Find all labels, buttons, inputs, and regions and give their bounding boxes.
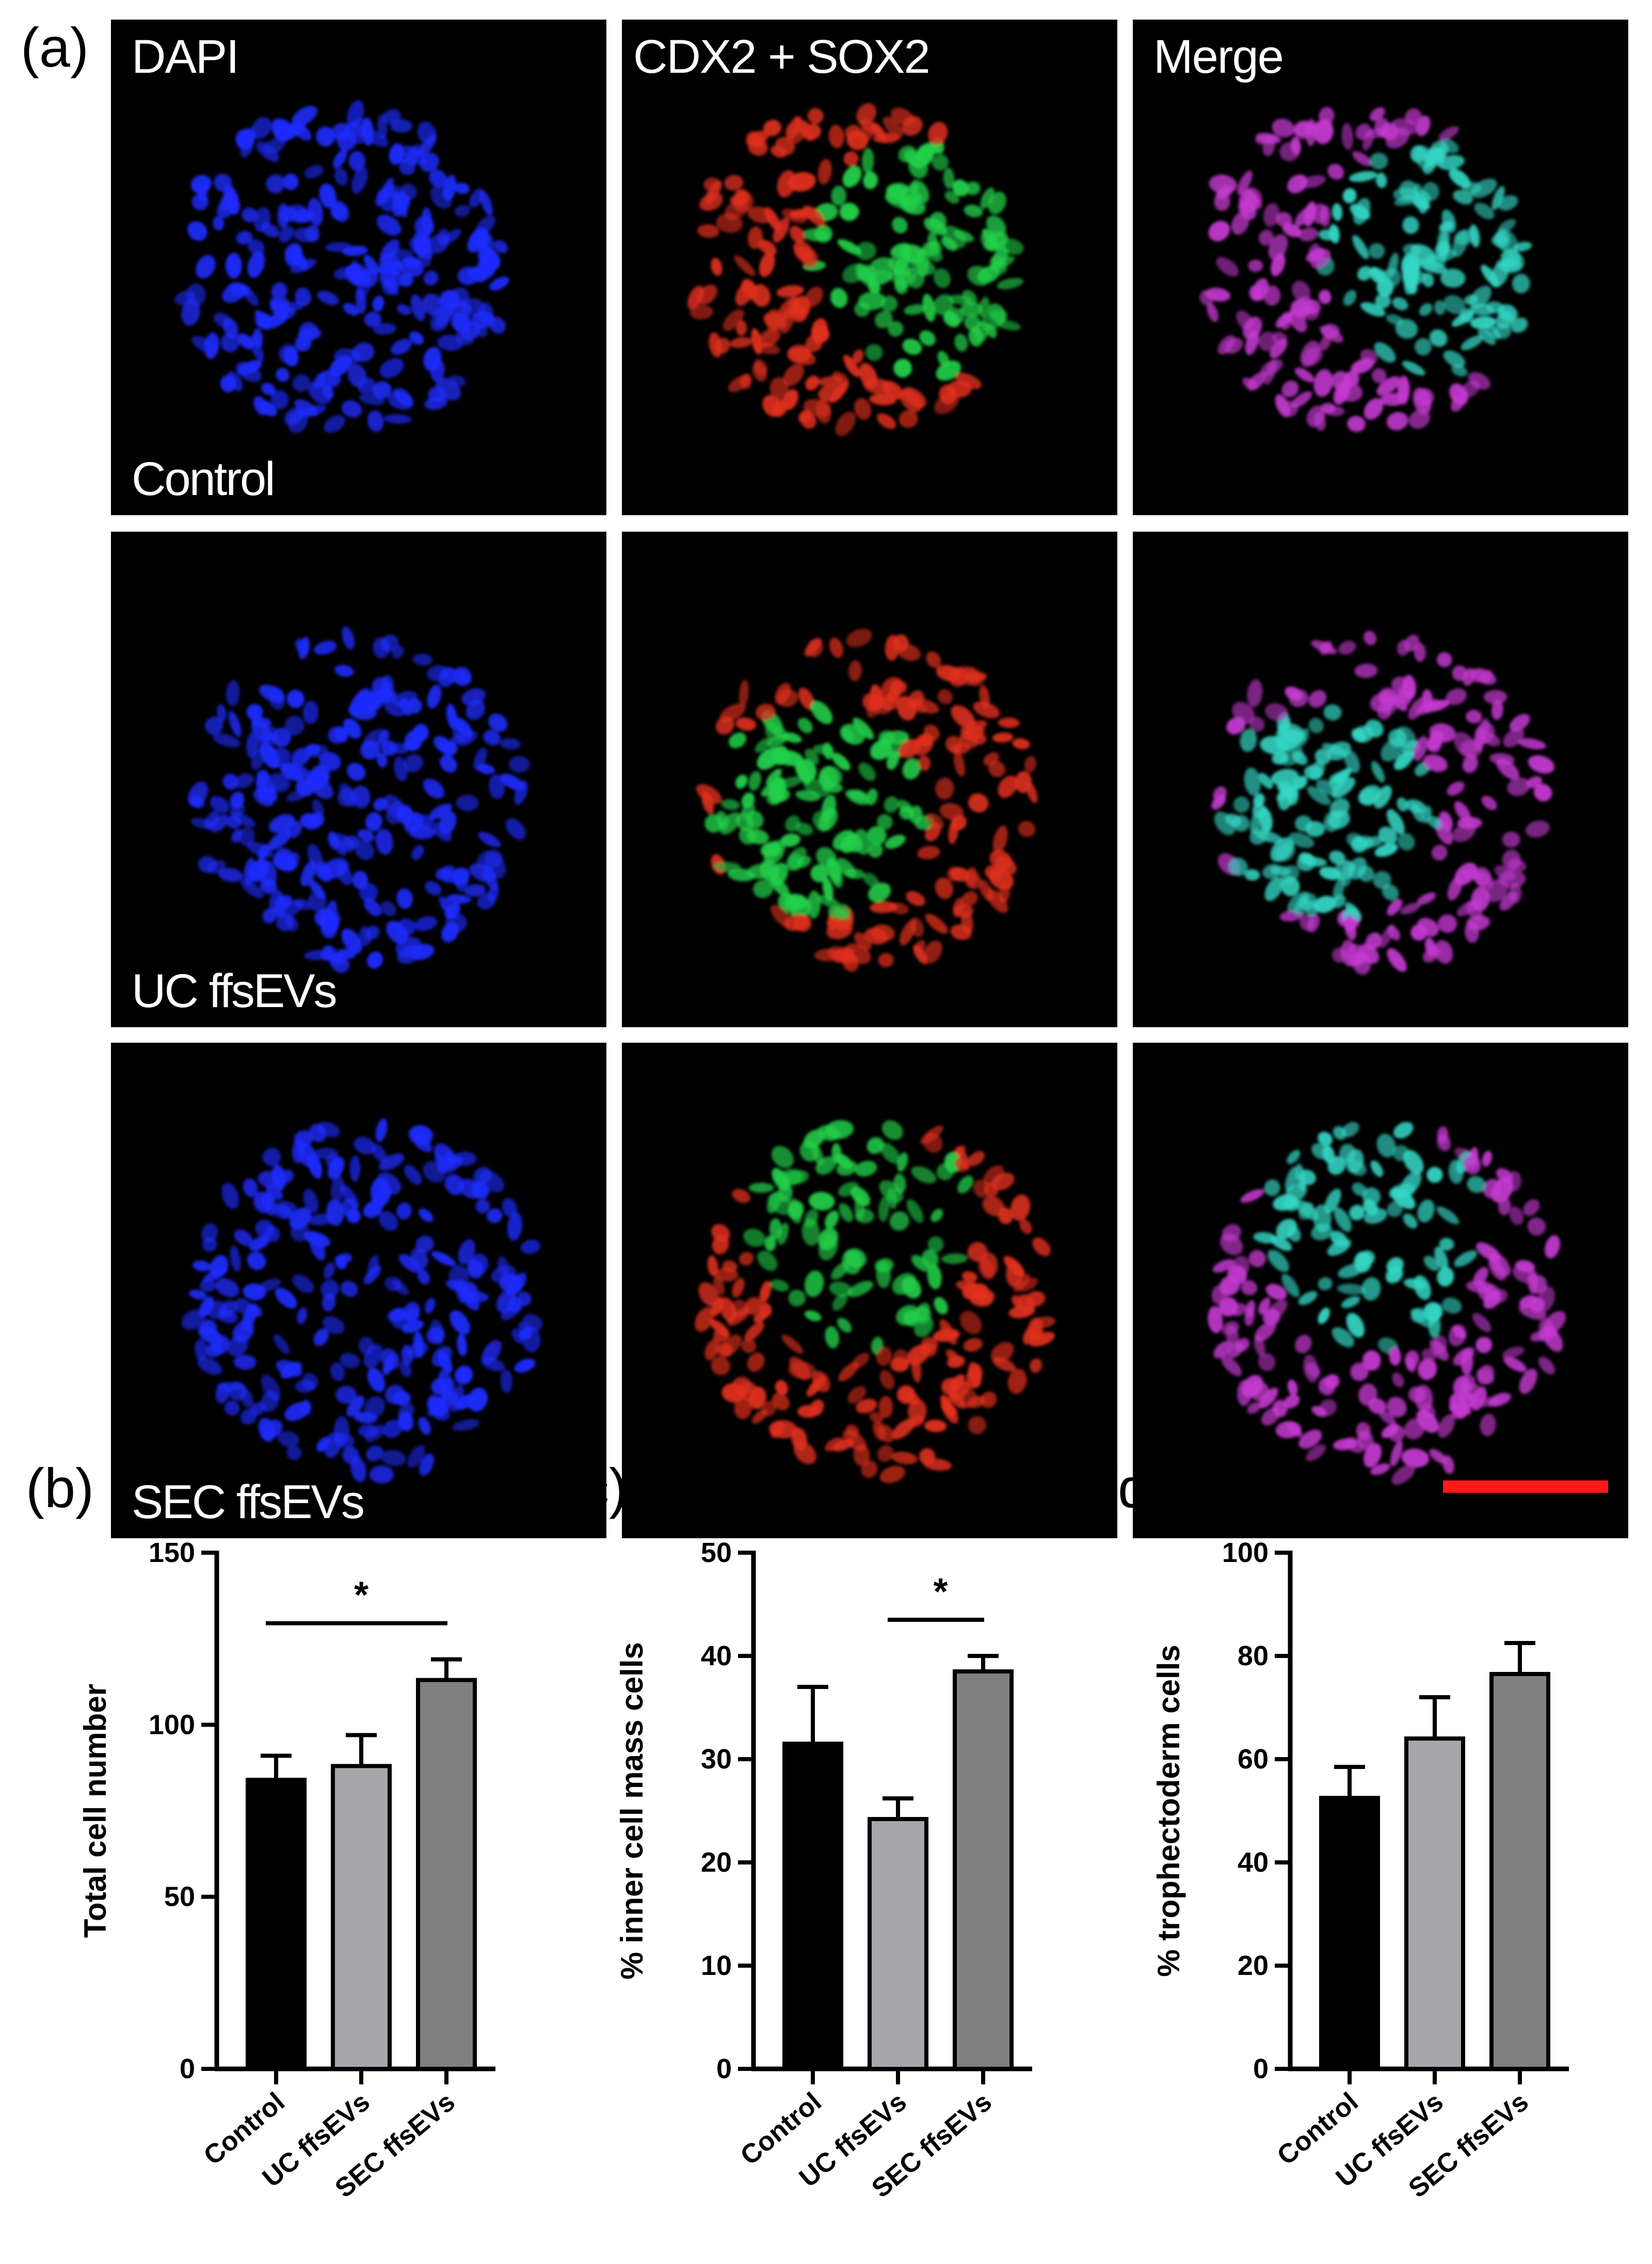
cell-nuclei-image	[696, 628, 1038, 972]
y-tick-label: 0	[180, 2053, 195, 2084]
cell-nuclei-image	[181, 1118, 543, 1484]
cell-nuclei-image	[174, 100, 509, 434]
significance-star: *	[354, 1575, 368, 1616]
y-tick-label: 30	[701, 1744, 732, 1775]
image-panel-uc-ffsevs-merge	[1133, 532, 1628, 1027]
y-tick-label: 0	[716, 2053, 732, 2084]
y-axis-label: % trophectoderm cells	[1151, 1645, 1186, 1977]
bar	[1319, 1796, 1380, 2071]
cell-nuclei-image	[695, 1120, 1056, 1484]
row-label-uc-ffsevs: UC ffsEVs	[132, 965, 338, 1017]
image-panel-control-cdx2-sox2: CDX2 + SOX2	[622, 20, 1117, 515]
row-label-sec-ffsevs: SEC ffsEVs	[132, 1476, 365, 1528]
y-tick-label: 100	[1222, 1537, 1269, 1568]
image-panel-sec-ffsevs-dapi: SEC ffsEVs	[111, 1043, 606, 1538]
image-panel-sec-ffsevs-merge	[1133, 1043, 1628, 1538]
panel-a-label: (a)	[21, 16, 89, 78]
panel-label: (d)	[1099, 1457, 1167, 1519]
cell-nuclei-image	[1211, 631, 1554, 975]
bar	[953, 1669, 1014, 2071]
cell-nuclei-image	[1199, 107, 1532, 432]
bar	[246, 1778, 307, 2071]
image-panel-uc-ffsevs-cdx2-sox2	[622, 532, 1117, 1027]
y-tick-label: 60	[1238, 1744, 1269, 1775]
column-title-merge: Merge	[1153, 30, 1284, 83]
y-tick-label: 50	[164, 1882, 195, 1912]
image-panel-sec-ffsevs-cdx2-sox2	[622, 1043, 1117, 1538]
y-axis-label: % inner cell mass cells	[615, 1642, 649, 1980]
y-tick-label: 20	[701, 1847, 732, 1878]
bar	[331, 1764, 392, 2071]
y-axis-label: Total cell number	[78, 1684, 113, 1938]
y-tick-label: 40	[1238, 1847, 1269, 1878]
cell-nuclei-image	[1208, 1122, 1566, 1485]
y-tick-label: 0	[1253, 2053, 1269, 2084]
y-tick-label: 100	[149, 1709, 195, 1740]
panel-label: (c)	[563, 1457, 628, 1519]
significance-star: *	[933, 1571, 948, 1613]
bar	[1404, 1736, 1465, 2071]
y-tick-label: 10	[701, 1950, 732, 1981]
panel-label: (b)	[26, 1457, 94, 1519]
column-title-cdx2-sox2: CDX2 + SOX2	[633, 30, 931, 83]
y-tick-label: 150	[149, 1537, 195, 1568]
scale-bar	[1443, 1480, 1608, 1493]
image-panel-control-merge: Merge	[1133, 20, 1628, 515]
cell-nuclei-image	[187, 626, 530, 973]
bar	[868, 1817, 928, 2071]
bar	[782, 1742, 843, 2071]
column-title-dapi: DAPI	[132, 30, 239, 83]
image-panel-control-dapi: DAPI Control	[111, 20, 606, 515]
bar	[1489, 1672, 1550, 2071]
y-tick-label: 80	[1238, 1640, 1269, 1671]
y-tick-label: 50	[701, 1537, 732, 1568]
row-label-control: Control	[132, 453, 276, 505]
y-tick-label: 20	[1238, 1950, 1269, 1981]
image-panel-uc-ffsevs-dapi: UC ffsEVs	[111, 532, 606, 1027]
y-tick-label: 40	[701, 1640, 732, 1671]
bar	[416, 1678, 477, 2071]
cell-nuclei-image	[687, 103, 1024, 436]
